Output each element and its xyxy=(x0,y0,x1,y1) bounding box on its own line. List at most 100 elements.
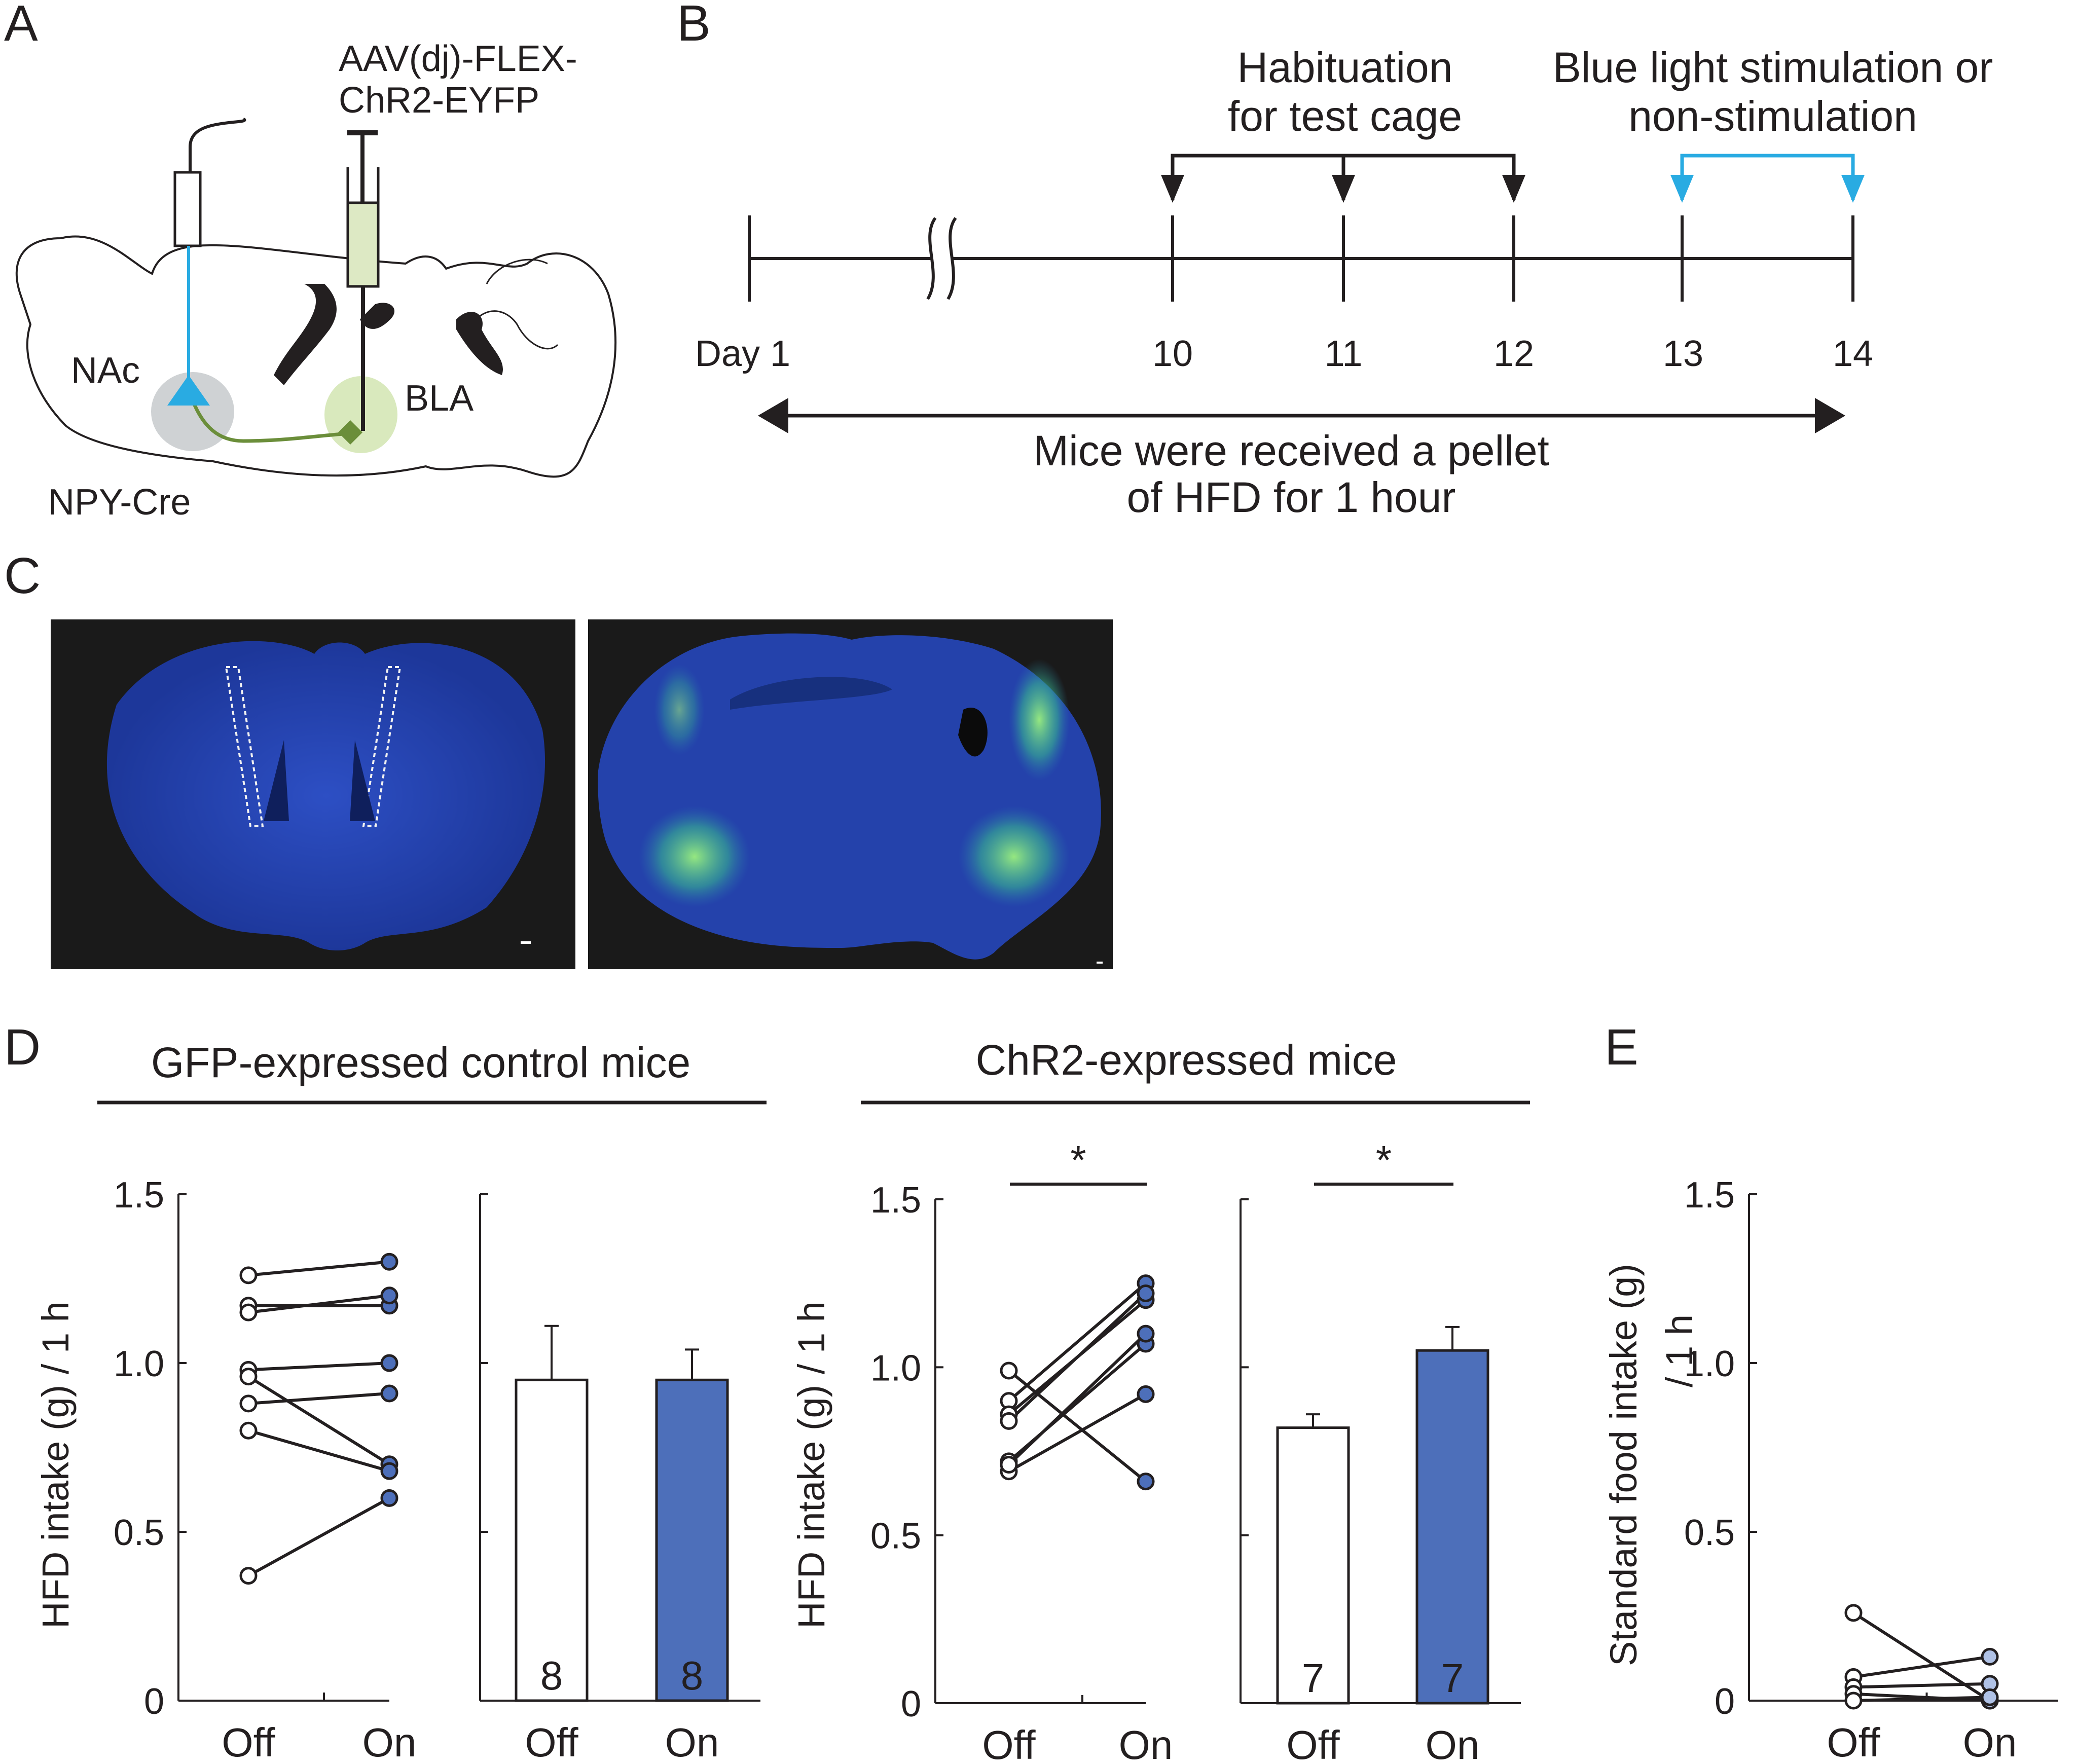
eyfp-glow-left xyxy=(639,806,750,907)
x-category-label: Off xyxy=(1827,1720,1880,1764)
point-on xyxy=(1137,1385,1155,1403)
virus-label-line1: AAV(dj)-FLEX- xyxy=(339,39,577,79)
ylabel-chr2: HFD intake (g) / 1 h xyxy=(790,1301,832,1629)
point-on xyxy=(380,1462,398,1480)
point-off xyxy=(239,1394,258,1413)
fiber-cable xyxy=(189,118,246,172)
point-on xyxy=(380,1287,398,1305)
x-category-label: Off xyxy=(222,1720,275,1764)
eyfp-glow-right xyxy=(958,806,1070,907)
x-category-label: On xyxy=(1426,1722,1480,1764)
point-off xyxy=(239,1303,258,1321)
y-tick-label: 1.0 xyxy=(870,1348,921,1388)
panel-label-e: E xyxy=(1605,1019,1638,1076)
stimulation-bracket xyxy=(1680,154,1855,200)
bar-on xyxy=(1415,1349,1489,1705)
brain-outline xyxy=(15,235,617,478)
point-on xyxy=(380,1253,398,1271)
ventricle-right xyxy=(360,303,395,329)
y-tick-label: 1.0 xyxy=(114,1344,164,1384)
point-on xyxy=(1981,1647,1999,1666)
day-label-11: 11 xyxy=(1325,334,1363,374)
x-category-label: Off xyxy=(982,1722,1036,1764)
syringe-barrel xyxy=(346,201,380,288)
y-tick-label: 0 xyxy=(144,1681,164,1722)
x-category-label: On xyxy=(1119,1722,1173,1764)
cerebellum-outline xyxy=(470,259,559,350)
bar-n-label: 8 xyxy=(540,1653,563,1698)
point-off xyxy=(239,1266,258,1284)
habituation-arrow-12 xyxy=(1502,175,1525,203)
ylabel-e-line1: Standard food intake (g) xyxy=(1602,1264,1645,1666)
point-off xyxy=(239,1368,258,1386)
nac-label: NAc xyxy=(71,350,140,391)
y-tick-label: 0 xyxy=(901,1684,921,1724)
pair-line xyxy=(247,1375,390,1466)
point-on xyxy=(1137,1284,1155,1303)
panel-a-brain-schematic: AAV(dj)-FLEX- ChR2-EYFP NAc BLA NPY-Cre xyxy=(15,39,617,523)
x-category-label: Off xyxy=(525,1720,578,1764)
habituation-label-line1: Habituation xyxy=(1237,44,1453,91)
nac-neuron-icon xyxy=(167,375,210,406)
bar-off xyxy=(515,1378,589,1702)
habituation-arrow-10 xyxy=(1161,175,1184,203)
pair-line xyxy=(248,1362,390,1372)
y-tick-label: 1.5 xyxy=(1684,1175,1735,1216)
point-off xyxy=(1000,1456,1018,1474)
bla-neuron-icon xyxy=(338,420,363,445)
hfd-label-line2: of HFD for 1 hour xyxy=(1127,473,1456,521)
stimulation-arrow-14 xyxy=(1841,175,1865,203)
panel-label-a: A xyxy=(4,0,38,52)
hippocampus-outline xyxy=(730,677,892,710)
scalebar-left xyxy=(521,941,531,944)
pair-line xyxy=(1007,1292,1147,1422)
histology-left-section xyxy=(106,641,545,950)
significance-star: * xyxy=(1376,1137,1392,1183)
y-tick-label: 1.5 xyxy=(870,1180,921,1221)
y-tick-label: 0.5 xyxy=(1684,1513,1735,1553)
day-label-13: 13 xyxy=(1663,334,1703,374)
pair-line xyxy=(248,1391,390,1405)
virus-label-line2: ChR2-EYFP xyxy=(339,80,539,121)
bla-to-nac-projection xyxy=(191,399,350,443)
bla-label: BLA xyxy=(405,378,474,419)
ventricle-right-section xyxy=(958,708,988,757)
pair-line xyxy=(247,1496,390,1577)
point-on xyxy=(1137,1325,1155,1343)
pair-line xyxy=(1853,1696,1990,1702)
fiber-ferrule xyxy=(173,171,202,247)
x-category-label: On xyxy=(1963,1720,2017,1764)
stimulation-arrow-13 xyxy=(1670,175,1694,203)
day-label-12: 12 xyxy=(1494,334,1534,374)
eyfp-glow-cortex-left xyxy=(654,664,705,755)
point-on xyxy=(1137,1473,1155,1491)
point-on xyxy=(1981,1688,1999,1706)
gfp-group-title: GFP-expressed control mice xyxy=(151,1039,690,1086)
timeline-ticks xyxy=(748,215,1854,302)
timeline-break xyxy=(926,217,957,300)
point-off xyxy=(239,1421,258,1440)
x-category-label: On xyxy=(665,1720,719,1764)
panel-c-histology xyxy=(51,619,1113,969)
bar-n-label: 8 xyxy=(681,1653,704,1698)
pair-line xyxy=(1853,1682,1990,1689)
point-on xyxy=(380,1489,398,1507)
bar-off xyxy=(1276,1426,1350,1705)
habituation-label-line2: for test cage xyxy=(1228,92,1462,140)
fiber-track-right xyxy=(362,666,402,827)
day-label-14: 14 xyxy=(1833,334,1873,374)
pair-line xyxy=(1008,1392,1147,1473)
ylabel-gfp: HFD intake (g) / 1 h xyxy=(34,1301,77,1629)
ventricles-left-section xyxy=(264,740,375,821)
pair-line xyxy=(248,1429,390,1473)
ventricle-left xyxy=(274,284,337,385)
stimulation-label-line1: Blue light stimulation or xyxy=(1553,44,1993,91)
chart-2: Off On 8 8 xyxy=(479,1193,760,1764)
panel-b-timeline: Day 1 10 11 12 13 14 Habituation for tes… xyxy=(695,44,1993,521)
hfd-label-line1: Mice were received a pellet xyxy=(1033,427,1549,474)
y-tick-label: 1.0 xyxy=(1684,1344,1735,1384)
x-category-label: Off xyxy=(1286,1722,1340,1764)
pair-line xyxy=(1008,1282,1147,1402)
point-on xyxy=(380,1354,398,1372)
